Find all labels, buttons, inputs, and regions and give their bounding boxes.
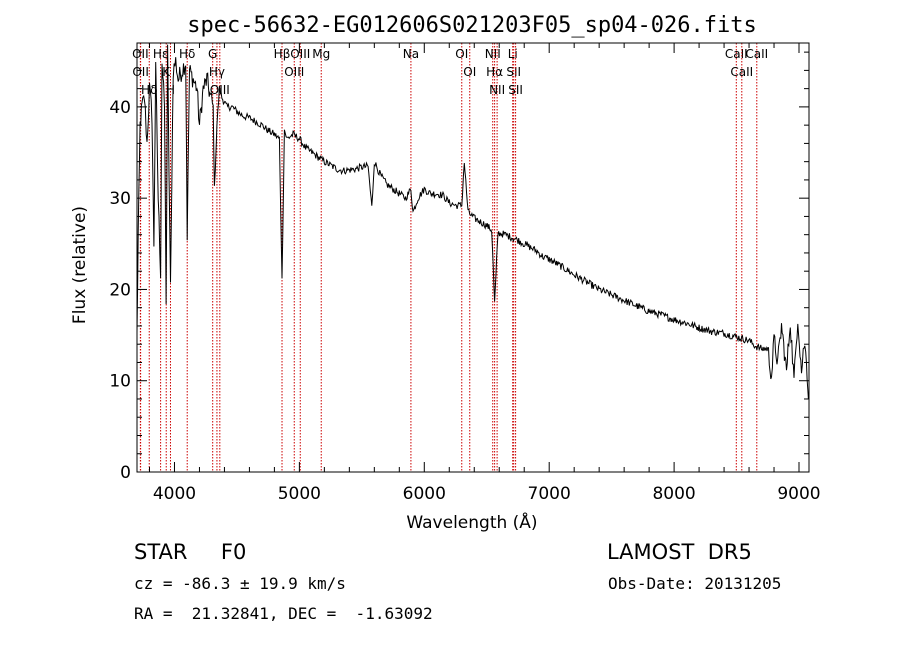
line-label: SII [508, 83, 523, 97]
line-label: OIII [290, 47, 310, 61]
line-label: SII [506, 65, 521, 79]
x-axis-label: Wavelength (Å) [406, 511, 537, 533]
line-label: H [166, 83, 175, 97]
line-label: OII [132, 47, 149, 61]
line-label: Hδ [179, 47, 195, 61]
redshift-velocity: cz = -86.3 ± 19.9 km/s [134, 574, 346, 593]
x-tick-label: 8000 [652, 484, 695, 504]
y-tick-label: 0 [120, 463, 131, 483]
line-label: CaII [725, 47, 748, 61]
spectrum-line [136, 44, 809, 472]
survey-label: LAMOST DR5 [607, 540, 752, 564]
line-label: K [162, 65, 171, 79]
line-label: NII [489, 83, 505, 97]
spectrum-chart: spec-56632-EG012606S021203F05_sp04-026.f… [70, 13, 821, 533]
chart-title: spec-56632-EG012606S021203F05_sp04-026.f… [187, 13, 757, 38]
y-tick-label: 40 [109, 98, 131, 118]
line-label: Hα [486, 65, 503, 79]
line-label: CaII [745, 47, 768, 61]
y-tick-label: 10 [109, 372, 131, 392]
plot-frame [136, 42, 810, 473]
line-label: Na [403, 47, 419, 61]
line-label: Hβ [274, 47, 291, 61]
line-label: CaII [730, 65, 753, 79]
line-label: NII [485, 47, 501, 61]
line-label: OI [463, 65, 476, 79]
y-axis-label: Flux (relative) [70, 206, 90, 324]
x-tick-label: 9000 [777, 484, 820, 504]
observation-date: Obs-Date: 20131205 [608, 574, 782, 593]
spectrum-layer [136, 44, 809, 472]
line-label: OI [455, 47, 468, 61]
line-label: Mg [312, 47, 330, 61]
coordinates: RA = 21.32841, DEC = -1.63092 [134, 604, 433, 623]
x-tick-label: 7000 [528, 484, 571, 504]
x-tick-label: 4000 [153, 484, 196, 504]
line-label: Li [508, 47, 518, 61]
line-label: OII [132, 65, 149, 79]
x-tick-label: 5000 [278, 484, 321, 504]
line-label: G [208, 47, 217, 61]
axis-ticks: 4000 5000 6000 7000 8000 9000 0 10 20 30 40 [109, 43, 821, 504]
y-tick-label: 20 [109, 280, 131, 300]
y-tick-label: 30 [109, 189, 131, 209]
line-label: Hγ [209, 65, 225, 79]
x-tick-label: 6000 [403, 484, 446, 504]
star-class: STAR F0 [134, 540, 247, 564]
line-label: OIII [284, 65, 304, 79]
line-label: Hε [153, 47, 169, 61]
